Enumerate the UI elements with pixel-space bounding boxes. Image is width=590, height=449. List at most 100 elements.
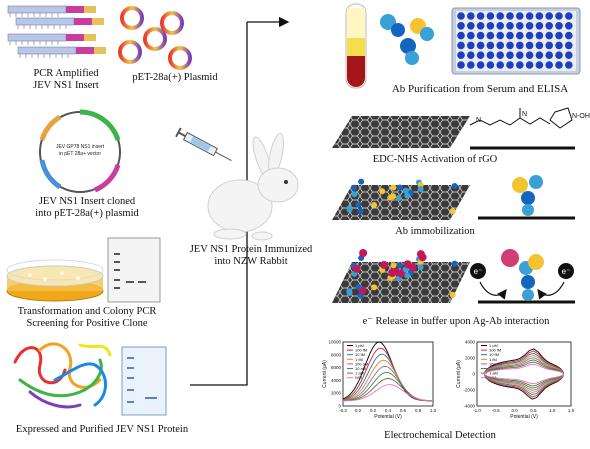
svg-text:N: N [522,111,527,118]
elisa-well [486,61,495,69]
flow-arrows [190,16,290,386]
elisa-well [506,31,514,40]
electrode-with-antibody [478,175,575,220]
x-tick-label: -1.0 [473,408,481,413]
x-tick-label: 0.6 [400,408,407,413]
x-tick-label: 0.4 [385,408,392,413]
elisa-well [525,31,534,40]
elisa-well [496,31,505,40]
antibody-cluster [395,194,402,201]
antibody-cluster [417,185,424,192]
antibody-cluster [379,188,386,195]
elisa-well [555,61,563,69]
electron-right: e⁻ [562,267,571,276]
elisa-well [516,51,524,59]
transformation-label: Transformation and Colony PCR Screening f… [17,306,157,329]
y-tick-label: 6000 [331,365,342,370]
antibody-cluster [371,284,378,291]
serum-tube-icon [345,3,367,89]
antibody-cluster [346,290,353,297]
y-tick-label: 0 [472,372,475,377]
x-tick-label: 0.2 [370,408,377,413]
y-tick-label: 4000 [465,340,476,345]
elisa-well [516,22,524,30]
elisa-plate [451,7,581,75]
x-tick-label: 0.5 [530,408,537,413]
antibody-cluster [451,183,458,190]
expressed-protein-label: Expressed and Purified JEV NS1 Protein [15,424,189,435]
elisa-well [516,61,524,69]
antibody-cluster [417,264,424,271]
antibody-cluster [355,201,362,208]
elisa-well [525,41,534,50]
elisa-well [476,12,485,20]
elisa-well [525,22,534,30]
legend-entry: 1 pM [355,343,364,348]
elisa-well [457,41,465,50]
elisa-well [516,31,524,40]
y-tick-label: 2000 [331,391,342,396]
plasmid-map-title: JEV GP78 NS1 insert [56,144,105,150]
antibody-cluster [396,184,403,191]
x-tick-label: 0.8 [415,408,422,413]
elisa-well [496,51,505,59]
antibody-cluster [355,283,362,290]
elisa-well [565,31,573,40]
elisa-well [545,22,553,30]
elisa-well [506,61,514,69]
y-axis-label: Current (µA) [456,360,462,388]
x-tick-label: 1.5 [568,408,575,413]
elisa-well [476,61,485,69]
elisa-well [545,41,553,50]
antigen-cluster [403,260,412,269]
y-tick-label: 2000 [465,356,476,361]
antibody-cluster [358,178,365,185]
elisa-well [525,12,534,20]
electron-left: e⁻ [474,267,483,276]
elisa-well [467,12,475,20]
elisa-well [545,51,553,59]
elisa-well [486,22,495,30]
elisa-well [486,51,495,59]
antibody-cluster [357,208,364,215]
elisa-well [486,12,495,20]
elisa-well [506,22,514,30]
legend-entry: 10 fM [355,352,365,357]
elisa-well [506,12,514,20]
ag-ab-electron-release: e⁻ e⁻ [470,249,575,304]
ab-immobilization-label: Ab immobilization [395,226,475,237]
pcr-insert-icon [7,5,107,59]
edc-nhs-label: EDC-NHS Activation of rGO [372,154,498,165]
legend-entry: 1 fM [355,357,363,362]
elisa-well [457,12,465,20]
rgo-sheet-antigen-bound [332,249,470,303]
antibody-cluster [404,272,411,279]
elisa-well [467,31,475,40]
legend-entry: 1 pM [489,343,498,348]
y-tick-label: -4000 [463,404,475,409]
edc-nhs-structure: N N N-OH [469,107,590,150]
antigen-cluster [359,249,368,258]
antibody-cluster [404,192,411,199]
y-tick-label: -2000 [463,388,475,393]
antibody-cluster [390,184,397,191]
cv-chart: -1.0 -0.5 0.0 0.5 1.0 1.5 -4000 -2000 0 2000 4000 P… [456,340,575,421]
x-axis-label: Potential (V) [374,414,402,420]
y-tick-label: 8000 [331,352,342,357]
elisa-well [565,51,573,59]
antibody-cluster [390,262,397,269]
legend-entry: 100 fM [355,348,367,353]
legend-entry: 10 fM [489,352,499,357]
elisa-well [545,12,553,20]
elisa-well [565,22,573,30]
elisa-well [457,51,465,59]
y-axis-label: Current (µA) [322,360,328,388]
ab-purification-label: Ab Purification from Serum and ELISA [391,83,569,95]
legend-entry: 1 fM [489,357,497,362]
antibody-cluster [350,184,357,191]
elisa-well [496,41,505,50]
elisa-well [525,61,534,69]
elisa-well [476,51,485,59]
syringe-icon [175,127,232,161]
rabbit-icon [207,132,299,241]
